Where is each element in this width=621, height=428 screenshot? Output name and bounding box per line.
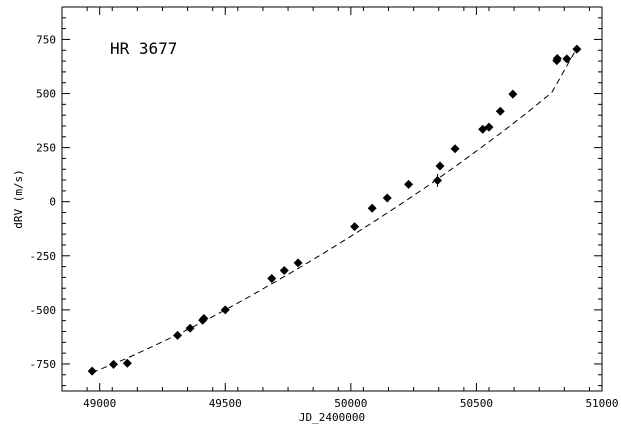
chart-annotation: HR 3677	[110, 39, 177, 58]
data-point	[432, 176, 442, 186]
data-point	[435, 161, 445, 171]
data-point	[108, 359, 118, 369]
data-point	[572, 44, 582, 54]
data-point	[185, 323, 195, 333]
x-tick-label: 49500	[209, 397, 242, 410]
data-point	[367, 203, 377, 213]
data-point	[404, 179, 414, 189]
data-point	[450, 144, 460, 154]
data-points	[87, 44, 582, 376]
y-tick-label: 500	[36, 88, 56, 101]
data-point	[508, 89, 518, 99]
data-point	[279, 265, 289, 275]
x-axis-label: JD_2400000	[299, 411, 365, 424]
y-tick-label: -500	[30, 304, 57, 317]
data-point	[484, 122, 494, 132]
data-point	[350, 222, 360, 232]
data-point	[87, 366, 97, 376]
data-point	[552, 53, 562, 63]
data-point	[293, 258, 303, 268]
data-point	[173, 330, 183, 340]
fit-curve	[91, 47, 578, 374]
x-tick-label: 50500	[460, 397, 493, 410]
y-tick-label: 0	[49, 196, 56, 209]
data-point	[267, 274, 277, 284]
y-tick-label: 250	[36, 142, 56, 155]
data-point	[562, 54, 572, 64]
data-point	[495, 106, 505, 116]
plot-frame	[61, 6, 603, 392]
data-point	[199, 314, 209, 324]
y-tick-label: 750	[36, 33, 56, 46]
y-tick-label: -750	[30, 358, 57, 371]
y-axis-label: dRV (m/s)	[12, 169, 25, 229]
data-point	[220, 305, 230, 315]
x-tick-label: 51000	[585, 397, 618, 410]
data-point	[382, 193, 392, 203]
axis-ticks	[61, 7, 603, 391]
data-point	[122, 358, 132, 368]
y-tick-label: -250	[30, 250, 57, 263]
tick-labels: 49000 49500 50000 50500 51000 -750 -500 -250 0 25…	[30, 33, 619, 410]
x-tick-label: 50000	[334, 397, 367, 410]
x-tick-label: 49000	[83, 397, 116, 410]
